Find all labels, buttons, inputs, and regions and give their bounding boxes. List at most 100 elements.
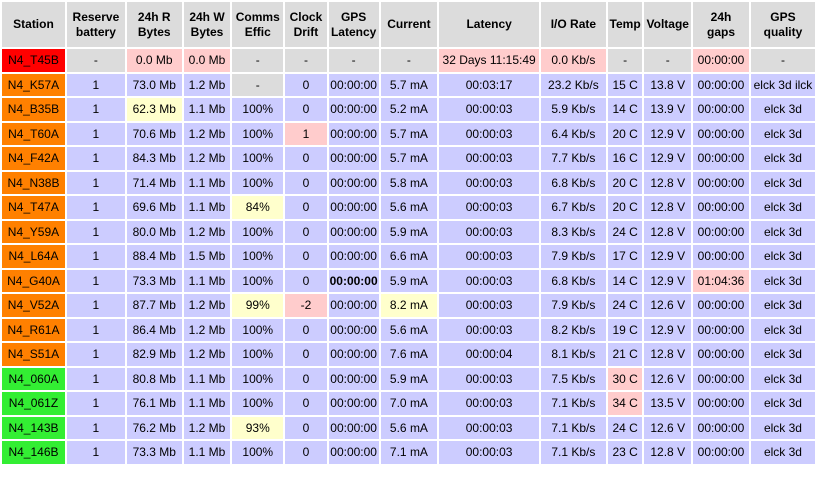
comms-effic-cell: 100% [232, 245, 284, 268]
gps-quality-cell: elck 3d ilck [750, 73, 815, 96]
r-bytes-cell: 76.1 Mb [126, 392, 182, 415]
io-rate-cell: 7.1 Kb/s [540, 416, 606, 439]
station-id-cell[interactable]: N4_061Z [2, 392, 65, 415]
station-id-cell[interactable]: N4_T60A [2, 122, 65, 145]
gaps-cell: 00:00:00 [693, 343, 749, 366]
column-header-w-bytes: 24h W Bytes [183, 2, 231, 47]
temp-cell: 16 C [607, 147, 643, 170]
station-id-cell[interactable]: N4_L64A [2, 245, 65, 268]
column-header-voltage: Voltage [644, 2, 692, 47]
clock-drift-cell: 1 [285, 122, 327, 145]
r-bytes-cell: 70.6 Mb [126, 122, 182, 145]
gaps-cell: 00:00:00 [693, 392, 749, 415]
station-id-cell[interactable]: N4_V52A [2, 294, 65, 317]
io-rate-cell: 8.1 Kb/s [540, 343, 606, 366]
current-cell: 5.9 mA [380, 367, 438, 390]
temp-cell: - [607, 49, 643, 72]
voltage-cell: 12.6 V [644, 416, 692, 439]
w-bytes-cell: 0.0 Mb [183, 49, 231, 72]
latency-cell: 00:00:03 [439, 147, 539, 170]
gaps-cell: 00:00:00 [693, 147, 749, 170]
gps-latency-cell: 00:00:00 [328, 73, 379, 96]
gps-quality-cell: elck 3d [750, 122, 815, 145]
temp-cell: 24 C [607, 294, 643, 317]
current-cell: 5.7 mA [380, 147, 438, 170]
reserve-battery-cell: 1 [66, 147, 125, 170]
station-id-cell[interactable]: N4_R61A [2, 318, 65, 341]
clock-drift-cell: 0 [285, 196, 327, 219]
current-cell: 5.6 mA [380, 318, 438, 341]
current-cell: - [380, 49, 438, 72]
table-row: N4_S51A 1 82.9 Mb 1.2 Mb 100% 0 00:00:00 7.6 mA… [2, 343, 815, 366]
gaps-cell: 00:00:00 [693, 196, 749, 219]
station-id-cell[interactable]: N4_K57A [2, 73, 65, 96]
temp-cell: 20 C [607, 196, 643, 219]
w-bytes-cell: 1.1 Mb [183, 392, 231, 415]
gps-latency-cell: 00:00:00 [328, 122, 379, 145]
r-bytes-cell: 73.3 Mb [126, 269, 182, 292]
reserve-battery-cell: 1 [66, 220, 125, 243]
station-id-cell[interactable]: N4_146B [2, 441, 65, 464]
io-rate-cell: 7.9 Kb/s [540, 294, 606, 317]
clock-drift-cell: 0 [285, 98, 327, 121]
gps-latency-cell: 00:00:00 [328, 318, 379, 341]
station-id-cell[interactable]: N4_N38B [2, 171, 65, 194]
station-id-cell[interactable]: N4_B35B [2, 98, 65, 121]
latency-cell: 00:00:03 [439, 392, 539, 415]
table-row: N4_146B 1 73.3 Mb 1.1 Mb 100% 0 00:00:00 7.1 mA… [2, 441, 815, 464]
gps-latency-cell: 00:00:00 [328, 245, 379, 268]
station-id-cell[interactable]: N4_060A [2, 367, 65, 390]
temp-cell: 14 C [607, 98, 643, 121]
clock-drift-cell: 0 [285, 392, 327, 415]
station-id-cell[interactable]: N4_T45B [2, 49, 65, 72]
current-cell: 5.8 mA [380, 171, 438, 194]
table-row: N4_060A 1 80.8 Mb 1.1 Mb 100% 0 00:00:00 5.9 mA… [2, 367, 815, 390]
current-cell: 5.9 mA [380, 269, 438, 292]
latency-cell: 00:00:03 [439, 171, 539, 194]
gaps-cell: 00:00:00 [693, 171, 749, 194]
gps-quality-cell: elck 3d [750, 171, 815, 194]
temp-cell: 20 C [607, 122, 643, 145]
w-bytes-cell: 1.2 Mb [183, 416, 231, 439]
gps-quality-cell: elck 3d [750, 98, 815, 121]
latency-cell: 00:00:03 [439, 122, 539, 145]
clock-drift-cell: 0 [285, 367, 327, 390]
gaps-cell: 00:00:00 [693, 416, 749, 439]
reserve-battery-cell: 1 [66, 416, 125, 439]
station-id-cell[interactable]: N4_Y59A [2, 220, 65, 243]
table-row: N4_T45B -0.0 Mb 0.0 Mb - - - -32 Days 11:15:49… [2, 49, 815, 72]
reserve-battery-cell: 1 [66, 269, 125, 292]
gps-quality-cell: elck 3d [750, 294, 815, 317]
comms-effic-cell: 100% [232, 318, 284, 341]
gaps-cell: 00:00:00 [693, 49, 749, 72]
station-id-cell[interactable]: N4_S51A [2, 343, 65, 366]
temp-cell: 19 C [607, 318, 643, 341]
r-bytes-cell: 0.0 Mb [126, 49, 182, 72]
reserve-battery-cell: 1 [66, 122, 125, 145]
station-id-cell[interactable]: N4_G40A [2, 269, 65, 292]
comms-effic-cell: 100% [232, 220, 284, 243]
reserve-battery-cell: 1 [66, 392, 125, 415]
gps-quality-cell: elck 3d [750, 416, 815, 439]
station-id-cell[interactable]: N4_T47A [2, 196, 65, 219]
comms-effic-cell: 93% [232, 416, 284, 439]
column-header-comms-effic: Comms Effic [232, 2, 284, 47]
r-bytes-cell: 76.2 Mb [126, 416, 182, 439]
r-bytes-cell: 87.7 Mb [126, 294, 182, 317]
station-id-cell[interactable]: N4_F42A [2, 147, 65, 170]
clock-drift-cell: 0 [285, 171, 327, 194]
comms-effic-cell: 100% [232, 441, 284, 464]
w-bytes-cell: 1.1 Mb [183, 98, 231, 121]
io-rate-cell: 7.7 Kb/s [540, 147, 606, 170]
r-bytes-cell: 86.4 Mb [126, 318, 182, 341]
gps-quality-cell: elck 3d [750, 318, 815, 341]
table-header: Station Reserve battery 24h R Bytes 24h W Byte… [2, 2, 815, 47]
current-cell: 7.0 mA [380, 392, 438, 415]
station-id-cell[interactable]: N4_143B [2, 416, 65, 439]
r-bytes-cell: 80.0 Mb [126, 220, 182, 243]
column-header-reserve-battery: Reserve battery [66, 2, 125, 47]
table-row: N4_Y59A 1 80.0 Mb 1.2 Mb 100% 0 00:00:00 5.9 mA… [2, 220, 815, 243]
io-rate-cell: 8.3 Kb/s [540, 220, 606, 243]
reserve-battery-cell: 1 [66, 318, 125, 341]
comms-effic-cell: 100% [232, 122, 284, 145]
